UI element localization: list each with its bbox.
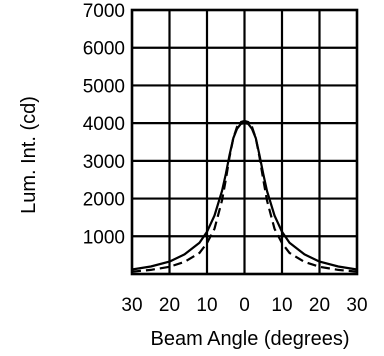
y-tick-label: 3000 (83, 152, 125, 173)
x-tick-label: 10 (196, 295, 217, 316)
x-tick-label: 0 (239, 295, 250, 316)
y-tick-label: 6000 (83, 39, 125, 60)
series-line-dashed (131, 119, 358, 273)
series-line-solid (131, 122, 358, 271)
chart-series (131, 119, 358, 273)
x-tick-label: 30 (346, 295, 367, 316)
y-tick-label: 1000 (83, 227, 125, 248)
x-tick-label: 10 (271, 295, 292, 316)
x-tick-label: 20 (309, 295, 330, 316)
x-tick-label: 30 (121, 295, 142, 316)
chart-grid (132, 10, 357, 274)
y-tick-labels: 1000 2000 3000 4000 5000 6000 7000 (83, 1, 125, 248)
plot-border (130, 8, 359, 276)
plot-frame (130, 8, 359, 276)
y-tick-label: 2000 (83, 190, 125, 211)
x-tick-labels: 30 20 10 0 10 20 30 (121, 295, 367, 316)
y-tick-label: 7000 (83, 1, 125, 22)
x-tick-label: 20 (159, 295, 180, 316)
y-tick-label: 5000 (83, 76, 125, 97)
y-tick-label: 4000 (83, 114, 125, 135)
x-axis-label: Beam Angle (degrees) (150, 328, 349, 350)
y-axis-label: Lum. Int. (cd) (18, 96, 40, 214)
